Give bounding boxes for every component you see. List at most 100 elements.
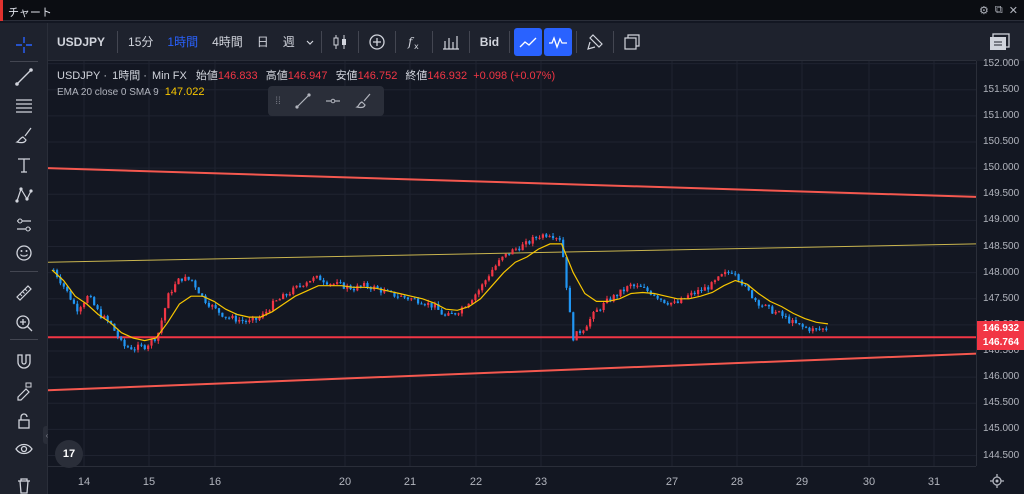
time-tick-label: 22 <box>469 476 483 488</box>
candle-body <box>575 331 578 341</box>
candle-body <box>163 308 167 321</box>
candle-body <box>406 297 410 300</box>
candle-body <box>568 287 571 313</box>
zoom-icon[interactable] <box>0 309 48 337</box>
drag-handle-icon[interactable]: ⁞⁞ <box>275 95 281 107</box>
collapse-toolbar-button[interactable]: ‹ <box>43 426 51 444</box>
chart-type-button[interactable] <box>325 23 355 61</box>
time-axis[interactable]: 14 15 16 20 21 22 23 27 28 29 30 31 <box>48 466 976 494</box>
ohlc-legend: USDJPY · 1時間 · Min FX 始値146.833 高値146.947 … <box>57 70 556 82</box>
candle-body <box>238 319 241 322</box>
layout-button[interactable] <box>617 23 647 61</box>
candle-body <box>352 289 356 291</box>
lock-drawing-icon[interactable] <box>0 377 48 405</box>
trend-line-icon[interactable] <box>0 63 48 91</box>
interval-week[interactable]: 週 <box>282 35 295 49</box>
open-label: 始値 <box>195 70 218 82</box>
fib-icon[interactable] <box>0 91 48 119</box>
magnet-icon[interactable] <box>0 347 48 375</box>
tradingview-logo[interactable]: 17 <box>55 440 83 468</box>
popout-icon[interactable]: ⧉ <box>994 4 1003 16</box>
candle-body <box>794 319 798 324</box>
candle-body <box>76 303 79 312</box>
float-horizontal-ray-button[interactable] <box>318 86 348 116</box>
chart-pane[interactable] <box>48 61 976 466</box>
candle-body <box>474 294 477 301</box>
candle-body <box>470 300 474 304</box>
settings-icon[interactable]: ⚙ <box>979 5 989 17</box>
legend-symbol[interactable]: USDJPY <box>57 70 101 82</box>
ruler-icon[interactable] <box>0 279 48 307</box>
trend-line-icon <box>295 93 311 109</box>
trash-icon[interactable] <box>0 471 48 494</box>
price-tick-label: 146.000 <box>983 371 1020 383</box>
candle-body <box>626 286 629 292</box>
candle-body <box>582 330 585 333</box>
candle-body <box>616 295 619 297</box>
close-icon[interactable]: ✕ <box>1008 5 1018 17</box>
float-brush-button[interactable] <box>348 86 378 116</box>
interval-dropdown[interactable] <box>302 23 318 61</box>
bid-toggle[interactable]: Bid <box>479 34 500 49</box>
price-axis[interactable]: 152.000 151.500 151.000 150.500 150.000 149.5… <box>976 57 1024 466</box>
candle-body <box>508 253 511 255</box>
candle-body <box>126 346 130 348</box>
eye-icon[interactable] <box>0 435 48 463</box>
time-tick-label: 27 <box>665 476 679 488</box>
candle-body <box>325 282 329 285</box>
fullscreen-button[interactable] <box>976 23 1024 61</box>
candle-body <box>298 285 302 287</box>
float-trend-line-button[interactable] <box>288 86 318 116</box>
candle-body <box>815 328 818 330</box>
gear-icon[interactable] <box>990 474 1004 488</box>
candle-body <box>234 315 237 322</box>
interval-1h[interactable]: 1時間 <box>167 35 199 49</box>
candle-body <box>268 310 271 312</box>
emoji-icon[interactable] <box>0 239 48 267</box>
lock-icon[interactable] <box>0 407 48 435</box>
price-chart[interactable] <box>48 61 976 466</box>
text-icon[interactable] <box>0 151 48 179</box>
legend-source: Min FX <box>152 70 187 82</box>
price-tick-label: 152.000 <box>983 57 1020 69</box>
candle-body <box>511 249 514 255</box>
symbol-button[interactable]: USDJPY <box>57 34 106 49</box>
indicator-legend[interactable]: EMA 20 close 0 SMA 9 147.022 <box>57 86 204 98</box>
brush-button[interactable] <box>580 23 610 61</box>
candle-body <box>180 278 183 281</box>
crosshair-icon[interactable] <box>0 31 48 59</box>
compare-button[interactable] <box>362 23 392 61</box>
trend-line-toggle[interactable] <box>514 27 543 56</box>
candle-body <box>69 290 72 300</box>
candle-body <box>632 284 636 287</box>
templates-button[interactable] <box>436 23 466 61</box>
time-tick-label: 15 <box>142 476 156 488</box>
candle-body <box>622 289 625 292</box>
interval-15m[interactable]: 15分 <box>128 35 154 49</box>
candle-body <box>737 274 740 281</box>
pattern-icon[interactable] <box>0 181 48 209</box>
candle-body <box>487 276 491 281</box>
wave-toggle[interactable] <box>544 27 573 56</box>
candle-body <box>362 283 366 287</box>
time-tick-label: 30 <box>862 476 876 488</box>
candle-body <box>224 316 227 318</box>
interval-4h[interactable]: 4時間 <box>212 35 243 49</box>
candle-body <box>589 318 592 327</box>
brush-icon[interactable] <box>0 121 48 149</box>
price-tick-label: 150.500 <box>983 136 1020 147</box>
candle-body <box>703 287 706 291</box>
prediction-icon[interactable] <box>0 211 48 239</box>
close-label: 終値 <box>405 70 428 82</box>
candle-body <box>437 304 440 310</box>
toolbar-divider <box>613 30 615 53</box>
candle-body <box>52 270 55 272</box>
close-value: 146.932 <box>427 70 468 82</box>
candle-body <box>55 270 59 277</box>
interval-day[interactable]: 日 <box>256 35 269 49</box>
toolbar-divider <box>576 30 578 53</box>
candle-body <box>629 284 632 287</box>
candle-body <box>153 339 157 341</box>
candle-body <box>548 236 551 238</box>
